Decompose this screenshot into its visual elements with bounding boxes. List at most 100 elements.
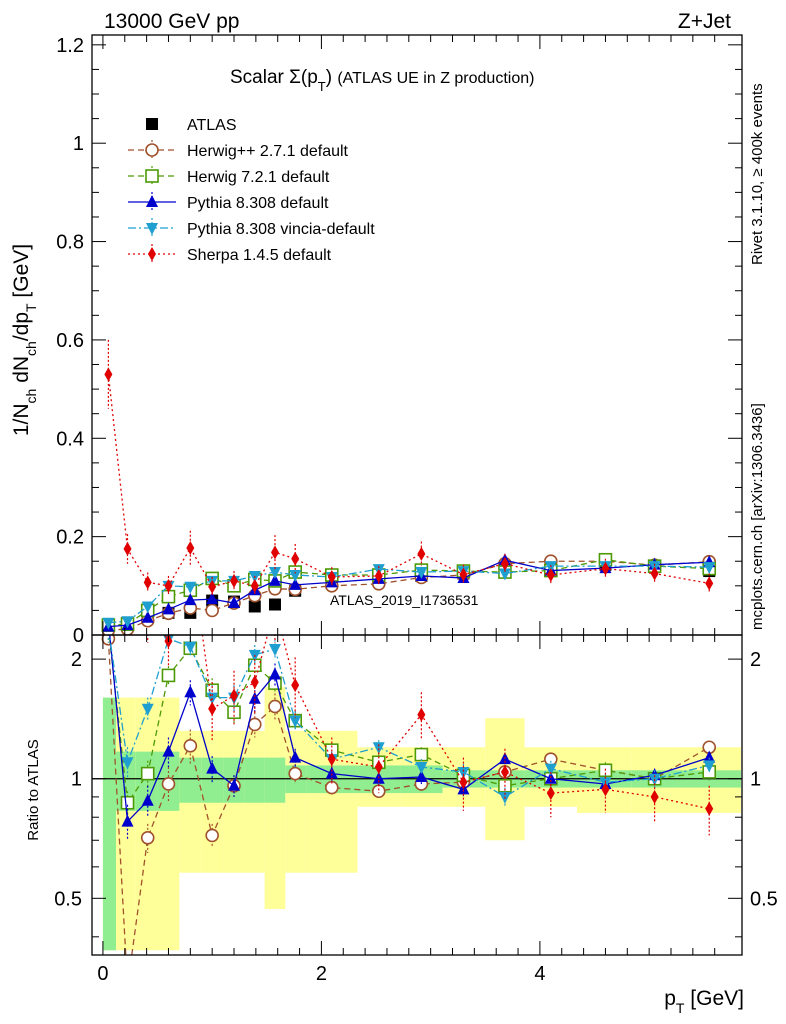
- legend-marker-3: [146, 195, 158, 207]
- main-point: [208, 579, 217, 594]
- ratio-point: [184, 685, 197, 698]
- main-point: [162, 602, 175, 615]
- main-point: [289, 570, 302, 582]
- main-point: [601, 561, 610, 576]
- ratio-y-tick-label-right: 2: [750, 649, 761, 671]
- ratio-point: [546, 786, 555, 801]
- ratio-point: [544, 752, 558, 766]
- ratio-point: [374, 760, 383, 775]
- legend-label-0: ATLAS: [187, 117, 237, 134]
- ratio-point: [162, 744, 175, 757]
- legend-label-3: Pythia 8.308 default: [187, 195, 329, 212]
- ratio-point: [161, 777, 176, 791]
- legend-marker-1: [145, 143, 159, 157]
- ratio-y-axis-label: Ratio to ATLAS: [25, 739, 42, 840]
- legend-marker-0: [146, 118, 158, 130]
- main-point: [327, 569, 336, 584]
- ratio-y-tick-label-left: 2: [71, 649, 82, 671]
- main-point: [500, 556, 509, 571]
- main-point: [268, 573, 281, 586]
- main-point: [415, 567, 428, 580]
- main-series-5: [104, 339, 714, 597]
- ratio-point: [120, 795, 135, 810]
- ratio-point: [141, 703, 154, 716]
- ratio-point: [289, 750, 302, 763]
- main-point: [104, 367, 113, 382]
- ratio-panel-frame: [91, 634, 743, 956]
- main-point: [141, 610, 154, 623]
- legend-label-4: Pythia 8.308 vincia-default: [187, 221, 375, 238]
- main-point: [498, 568, 511, 581]
- x-tick-label: 4: [534, 963, 545, 985]
- ratio-point: [500, 764, 509, 779]
- ratio-point: [457, 766, 470, 779]
- rivet-label: Rivet 3.1.10, ≥ 400k events: [749, 83, 766, 265]
- main-point: [268, 598, 281, 611]
- legend-marker-2: [145, 169, 159, 183]
- analysis-id: ATLAS_2019_I1736531: [330, 592, 479, 608]
- main-point: [121, 616, 134, 629]
- plot-title: Scalar Σ(pT) (ATLAS UE in Z production): [230, 67, 534, 94]
- main-point: [143, 575, 152, 590]
- energy-label: 13000 GeV pp: [104, 10, 239, 33]
- ratio-y-tick-label-right: 0.5: [750, 888, 778, 910]
- main-point: [248, 600, 261, 613]
- main-point: [228, 596, 241, 609]
- ratio-point: [250, 675, 259, 690]
- y-tick-label: 0: [73, 625, 84, 647]
- ratio-point: [122, 980, 134, 992]
- main-point: [205, 603, 219, 618]
- ratio-uncertainty-bands: [102, 687, 741, 951]
- legend: ATLAS Herwig++ 2.7.1 default Herwig 7.2.1 …: [128, 117, 375, 264]
- main-point: [650, 566, 659, 581]
- main-point: [123, 541, 132, 556]
- ratio-point: [459, 775, 468, 790]
- ratio-point: [101, 635, 116, 646]
- main-point: [374, 568, 383, 583]
- ratio-point: [140, 831, 155, 845]
- ratio-point: [268, 644, 281, 657]
- main-panel-series: [101, 339, 717, 635]
- y-tick-label: 1.2: [56, 35, 84, 57]
- ratio-point: [205, 828, 219, 843]
- ratio-point: [291, 678, 300, 693]
- ratio-point: [372, 742, 385, 755]
- main-point: [141, 601, 154, 614]
- process-label: Z+Jet: [678, 10, 731, 33]
- legend-label-2: Herwig 7.2.1 default: [187, 169, 330, 186]
- x-axis-label: pT [GeV]: [664, 987, 744, 1016]
- ratio-point: [248, 691, 261, 704]
- ratio-point: [650, 789, 659, 804]
- y-tick-label: 0.6: [56, 330, 84, 352]
- legend-label-1: Herwig++ 2.7.1 default: [187, 143, 349, 160]
- x-tick-label: 0: [97, 963, 108, 985]
- main-point: [184, 593, 197, 606]
- ratio-point: [124, 436, 132, 450]
- y-tick-label: 0.8: [56, 232, 84, 254]
- ratio-point: [414, 747, 429, 762]
- ratio-point: [705, 801, 714, 816]
- band-outer-3: [157, 697, 180, 951]
- ratio-point: [230, 688, 239, 703]
- ratio-y-tick-label-right: 1: [750, 769, 761, 791]
- main-point: [703, 562, 716, 575]
- x-tick-label: 2: [316, 963, 327, 985]
- ratio-y-tick-label-left: 0.5: [54, 888, 82, 910]
- legend-marker-4: [146, 223, 158, 235]
- source-label: mcplots.cern.ch [arXiv:1306.3436]: [749, 403, 766, 630]
- ratio-point: [544, 763, 557, 776]
- ratio-point: [703, 760, 716, 773]
- main-point: [705, 576, 714, 591]
- ratio-point: [184, 641, 197, 654]
- ratio-point: [325, 766, 338, 779]
- ratio-point: [268, 699, 282, 714]
- main-point: [102, 617, 115, 630]
- ratio-point: [183, 739, 198, 753]
- main-point: [164, 578, 173, 593]
- main-point: [546, 568, 555, 582]
- ratio-point: [161, 668, 176, 683]
- legend-marker-5: [148, 247, 156, 261]
- ratio-point: [121, 814, 134, 827]
- main-point: [206, 592, 219, 605]
